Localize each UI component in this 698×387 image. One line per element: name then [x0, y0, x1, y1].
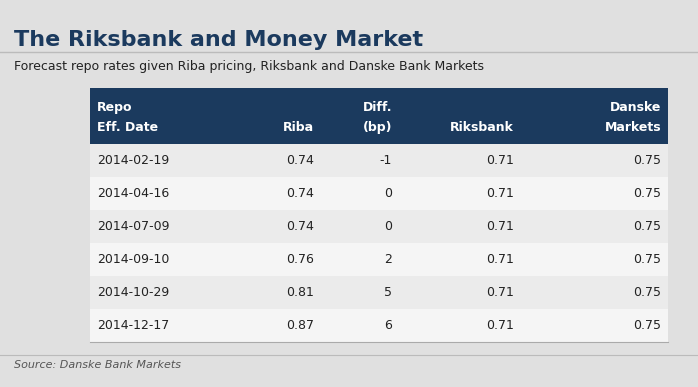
Text: 2014-09-10: 2014-09-10 — [97, 253, 170, 266]
Text: 0: 0 — [384, 187, 392, 200]
Text: Eff. Date: Eff. Date — [97, 121, 158, 134]
Text: 0.76: 0.76 — [286, 253, 314, 266]
Text: 0.75: 0.75 — [633, 253, 661, 266]
Text: Forecast repo rates given Riba pricing, Riksbank and Danske Bank Markets: Forecast repo rates given Riba pricing, … — [14, 60, 484, 73]
Text: (bp): (bp) — [363, 121, 392, 134]
Text: 0.71: 0.71 — [486, 319, 514, 332]
Text: Diff.: Diff. — [363, 101, 392, 114]
Text: 0.81: 0.81 — [286, 286, 314, 299]
Text: 2014-10-29: 2014-10-29 — [97, 286, 169, 299]
Bar — [90, 309, 668, 342]
Text: The Riksbank and Money Market: The Riksbank and Money Market — [14, 30, 423, 50]
Text: -1: -1 — [380, 154, 392, 167]
Text: Danske: Danske — [609, 101, 661, 114]
Text: 2014-04-16: 2014-04-16 — [97, 187, 169, 200]
Bar — [90, 276, 668, 309]
Text: 0.74: 0.74 — [286, 220, 314, 233]
Text: Riksbank: Riksbank — [450, 121, 514, 134]
Text: 2014-07-09: 2014-07-09 — [97, 220, 170, 233]
Text: Riba: Riba — [283, 121, 314, 134]
Text: 0.71: 0.71 — [486, 220, 514, 233]
Text: 0.71: 0.71 — [486, 286, 514, 299]
Bar — [90, 210, 668, 243]
Text: 5: 5 — [384, 286, 392, 299]
Text: 0.71: 0.71 — [486, 253, 514, 266]
Text: Repo: Repo — [97, 101, 133, 114]
Text: 0.75: 0.75 — [633, 220, 661, 233]
Text: 0.74: 0.74 — [286, 187, 314, 200]
Text: 0.75: 0.75 — [633, 187, 661, 200]
Text: 0.74: 0.74 — [286, 154, 314, 167]
Text: 0.87: 0.87 — [286, 319, 314, 332]
Text: Source: Danske Bank Markets: Source: Danske Bank Markets — [14, 360, 181, 370]
Text: 0.75: 0.75 — [633, 319, 661, 332]
Text: 0.75: 0.75 — [633, 286, 661, 299]
Text: 0: 0 — [384, 220, 392, 233]
Bar — [90, 177, 668, 210]
Text: 2: 2 — [385, 253, 392, 266]
Bar — [90, 243, 668, 276]
Bar — [90, 88, 668, 144]
Text: Markets: Markets — [604, 121, 661, 134]
Text: 6: 6 — [385, 319, 392, 332]
Text: 2014-02-19: 2014-02-19 — [97, 154, 169, 167]
Text: 0.75: 0.75 — [633, 154, 661, 167]
Text: 0.71: 0.71 — [486, 187, 514, 200]
Text: 0.71: 0.71 — [486, 154, 514, 167]
Bar — [90, 144, 668, 177]
Text: 2014-12-17: 2014-12-17 — [97, 319, 169, 332]
